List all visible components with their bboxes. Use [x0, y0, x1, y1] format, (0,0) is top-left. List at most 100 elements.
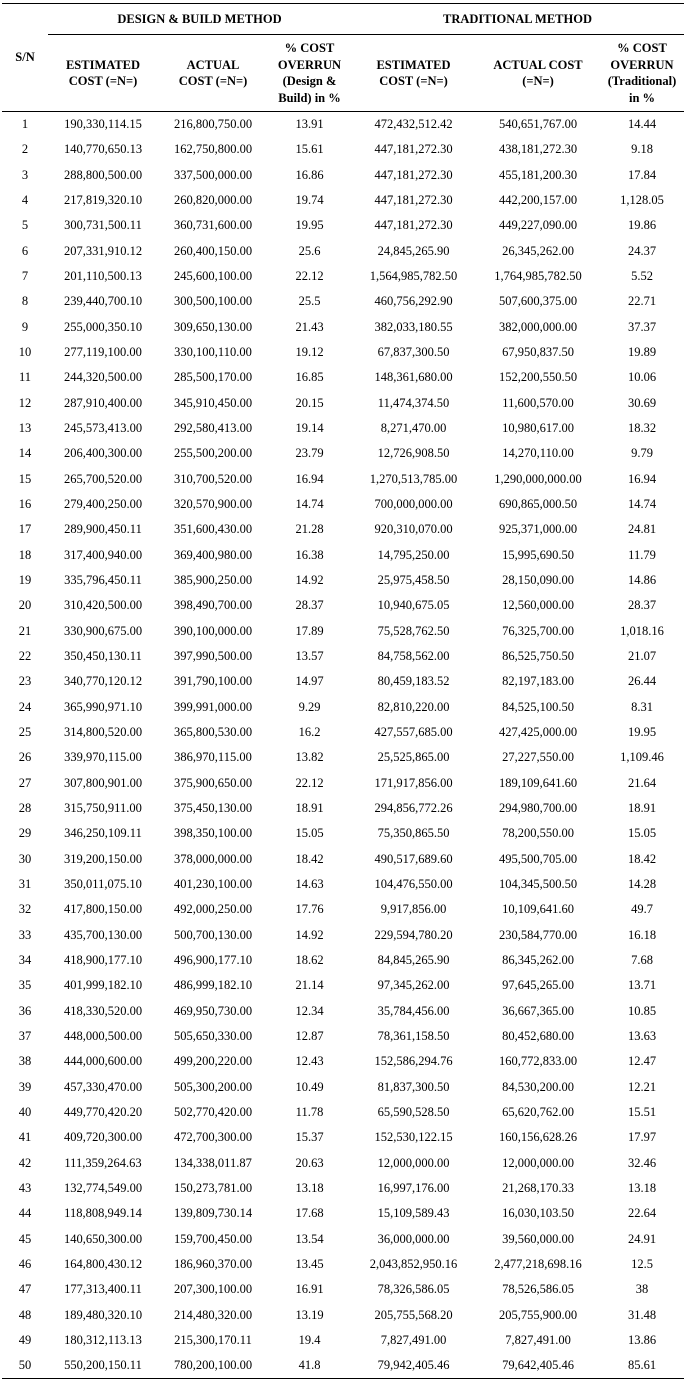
tr-overrun-cell: 12.47: [627, 1054, 657, 1069]
db-actual-cost-cell: 499,200,220.00: [173, 1054, 253, 1069]
table-row: 32 417,800,150.00 492,000,250.00 17.76 9,917…: [2, 897, 684, 922]
tr-overrun-cell: 5.52: [631, 269, 653, 284]
db-actual-cost-cell: 159,700,450.00: [173, 1231, 253, 1246]
db-overrun-cell: 15.61: [295, 142, 324, 157]
db-actual-cost-cell: 375,450,130.00: [173, 801, 253, 816]
db-estimated-cost-cell: 180,312,113.13: [64, 1332, 142, 1347]
db-estimated-cost-cell: 435,700,130.00: [63, 927, 143, 942]
tr-actual-cost-cell: 507,600,375.00: [498, 294, 578, 309]
db-actual-cost-cell: 390,100,000.00: [173, 623, 253, 638]
sn-cell: 27: [18, 775, 32, 790]
db-overrun-cell: 25.6: [298, 243, 321, 258]
table-row: 25 314,800,520.00 365,800,530.00 16.2 427,55…: [2, 720, 684, 745]
table-row: 49 180,312,113.13 215,300,170.11 19.4 7,827,…: [2, 1328, 684, 1353]
db-overrun-cell: 13.54: [295, 1231, 324, 1246]
db-estimated-cost-cell: 417,800,150.00: [63, 902, 143, 917]
db-actual-cost-cell: 337,500,000.00: [173, 167, 253, 182]
tr-estimated-cost-cell: 472,432,512.42: [374, 117, 453, 132]
db-estimated-cost-cell: 132,774,549.00: [63, 1180, 143, 1195]
db-actual-cost-cell: 369,400,980.00: [173, 547, 253, 562]
db-overrun-cell: 14.97: [295, 674, 324, 689]
sn-cell: 22: [18, 649, 32, 664]
db-actual-cost-cell: 300,500,100.00: [173, 294, 253, 309]
header-line: ESTIMATED: [65, 57, 141, 72]
tr-estimated-cost-cell: 24,845,265.90: [377, 243, 450, 258]
tr-overrun-cell: 28.37: [627, 598, 657, 613]
db-estimated-cost-cell: 550,200,150.11: [48, 1353, 158, 1380]
db-estimated-cost-cell: 444,000,600.00: [63, 1054, 143, 1069]
tr-overrun-cell: 22.64: [627, 1206, 657, 1221]
tr-actual-cost-cell: 27,227,550.00: [502, 750, 574, 765]
db-overrun-cell: 10.49: [295, 1079, 324, 1094]
db-overrun-cell: 21.43: [295, 319, 324, 334]
db-actual-cost-cell: 245,600,100.00: [173, 269, 253, 284]
db-actual-cost-cell: 385,900,250.00: [173, 573, 253, 588]
tr-estimated-cost-cell: 75,528,762.50: [377, 623, 450, 638]
sn-cell: 38: [18, 1054, 32, 1069]
db-overrun-cell: 22.12: [295, 775, 324, 790]
tr-overrun-cell: 21.07: [627, 649, 657, 664]
tr-estimated-cost-cell: 8,271,470.00: [380, 421, 447, 436]
table-row: 31 350,011,075.10 401,230,100.00 14.63 104,4…: [2, 872, 684, 897]
tr-actual-cost-cell: 442,200,157.00: [498, 193, 578, 208]
db-overrun-cell: 20.63: [295, 1155, 324, 1170]
db-estimated-cost-cell: 265,700,520.00: [63, 471, 143, 486]
tr-overrun-cell: 12.21: [627, 1079, 657, 1094]
table-row: 22 350,450,130.11 397,990,500.00 13.57 84,75…: [2, 644, 684, 669]
tr-estimated-cost-cell: 171,917,856.00: [374, 775, 453, 790]
tr-estimated-cost-cell: 78,361,158.50: [377, 1028, 450, 1043]
tr-actual-cost-cell: 438,181,272.30: [498, 142, 578, 157]
db-actual-cost-cell: 255,500,200.00: [173, 446, 253, 461]
tr-actual-cost-cell: 80,452,680.00: [502, 1028, 574, 1043]
db-estimated-cost-cell: 350,450,130.11: [64, 649, 142, 664]
header-line: Build) in %: [278, 90, 341, 105]
table-row: 44 118,808,949.14 139,809,730.14 17.68 15,10…: [2, 1201, 684, 1226]
sn-cell: 18: [18, 547, 32, 562]
tr-estimated-cost-cell: 10,940,675.05: [377, 598, 450, 613]
tr-overrun-cell: 24.81: [627, 522, 657, 537]
table-row: 3 288,800,500.00 337,500,000.00 16.86 447,18…: [2, 163, 684, 188]
cost-overrun-table: S/N DESIGN & BUILD METHOD TRADITIONAL ME…: [2, 3, 684, 1380]
db-estimated-cost-cell: 164,800,430.12: [63, 1256, 143, 1271]
tr-estimated-cost-cell: 79,942,405.46: [351, 1353, 476, 1380]
tr-overrun-cell: 14.28: [627, 877, 657, 891]
db-overrun-cell: 13.91: [295, 117, 324, 132]
db-estimated-cost-cell: 330,900,675.00: [63, 623, 143, 638]
db-estimated-cost-cell: 255,000,350.10: [63, 319, 143, 334]
sn-cell: 1: [21, 117, 29, 132]
tr-actual-cost-cell: 79,642,405.46: [476, 1353, 600, 1380]
tr-actual-cost-cell: 78,200,550.00: [502, 826, 574, 841]
db-estimated-cost-cell: 288,800,500.00: [63, 167, 143, 182]
tr-actual-cost-cell: 152,200,550.50: [498, 370, 578, 385]
sn-cell: 24: [18, 699, 32, 714]
db-overrun-cell: 19.14: [295, 421, 324, 436]
db-estimated-cost-cell: 401,999,182.10: [63, 978, 143, 993]
db-actual-cost-cell: 214,480,320.00: [173, 1307, 253, 1322]
db-overrun-cell: 18.42: [295, 851, 324, 866]
db-overrun-cell: 13.82: [295, 750, 324, 765]
db-estimated-cost-cell: 409,720,300.00: [63, 1130, 143, 1145]
tr-estimated-cost-cell: 447,181,272.30: [374, 167, 453, 182]
db-actual-cost-cell: 398,350,100.00: [173, 826, 253, 841]
db-actual-cost-cell: 375,900,650.00: [173, 775, 253, 790]
db-actual-cost-cell: 386,970,115.00: [174, 750, 252, 765]
header-line: (Design &: [282, 74, 337, 88]
tr-actual-cost-cell: 104,345,500.50: [498, 877, 578, 891]
table-row: 45 140,650,300.00 159,700,450.00 13.54 36,00…: [2, 1226, 684, 1251]
db-actual-cost-cell: 397,990,500.00: [173, 649, 253, 664]
db-overrun-cell: 12.34: [295, 1003, 324, 1018]
sn-cell: 13: [18, 421, 32, 436]
db-estimated-cost-cell: 239,440,700.10: [63, 294, 143, 309]
sn-cell: 8: [21, 294, 29, 309]
db-estimated-cost-cell: 177,313,400.11: [64, 1282, 142, 1297]
tr-estimated-cost-cell: 84,758,562.00: [377, 649, 450, 664]
sn-cell: 10: [18, 345, 32, 360]
tr-actual-cost-cell: 160,156,628.26: [498, 1130, 578, 1145]
db-estimated-cost-cell: 315,750,911.00: [64, 801, 142, 816]
table-row: 48 189,480,320.10 214,480,320.00 13.19 205,7…: [2, 1302, 684, 1327]
tr-estimated-cost-cell: 2,043,852,950.16: [369, 1256, 458, 1271]
db-estimated-cost-cell: 339,970,115.00: [64, 750, 142, 765]
sn-cell: 47: [18, 1282, 32, 1297]
tr-overrun-cell: 14.86: [627, 573, 657, 588]
table-row: 1 190,330,114.15 216,800,750.00 13.91 472,43…: [2, 112, 684, 138]
